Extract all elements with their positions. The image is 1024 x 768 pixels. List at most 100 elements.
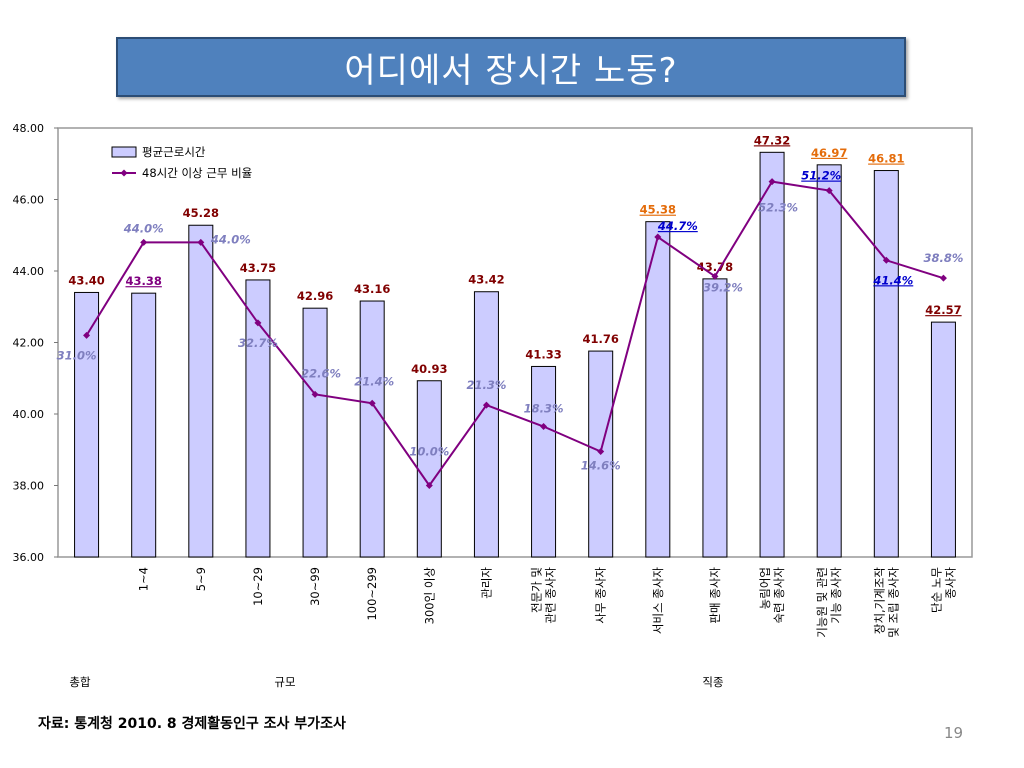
x-category-label: 1~4 [137,567,151,591]
y-tick-label: 40.00 [13,408,45,421]
x-category-label: 사무 종사자 [594,567,608,624]
line-marker [425,482,433,489]
bar-value-label: 42.57 [925,303,961,317]
y-tick-label: 36.00 [13,551,45,564]
y-tick-label: 48.00 [13,122,45,135]
bar [702,278,728,558]
x-category-label: 서비스 종사자 [651,567,665,635]
x-group-label: 총합 [69,675,91,689]
x-group-label: 직종 [702,675,723,689]
x-category-label-line: 판매 종사자 [708,567,722,624]
line-value-label: 32.7% [238,336,278,350]
x-category-label-line: 300인 이상 [422,567,436,625]
x-category-label-line: 단순 노무 [929,567,943,613]
x-category-label: 판매 종사자 [708,567,722,624]
bar-value-label: 43.40 [68,273,104,287]
x-category-label: 300인 이상 [422,567,436,625]
bar-value-label: 42.96 [297,289,333,303]
bar [816,164,842,558]
x-category-label-line: 서비스 종사자 [651,567,665,635]
x-category-label: 장치,기계조작 및 조립 종사자 [872,567,900,638]
line-value-label: 14.6% [581,459,621,473]
line-marker [368,399,376,407]
line-marker [197,238,205,246]
line-value-label: 10.0% [409,445,449,459]
line-marker [597,448,605,456]
x-category-label-line: 기능원 및 관련 [815,567,829,638]
bar-value-label: 40.93 [411,362,447,376]
y-tick-label: 46.00 [13,194,45,207]
bar [645,221,671,558]
bar-value-label: 41.33 [525,347,561,361]
x-category-label: 농림어업 숙련 종사자 [758,567,786,624]
legend-bar-label: 평균근로시간 [142,145,206,159]
x-category-label: 전문가 및 관련 종사자 [530,567,558,624]
x-group-label: 규모 [274,675,295,689]
x-category-label-line: 종사자 [943,567,957,599]
slide-title-box: 어디에서 장시간 노동? [116,37,906,97]
x-category-label-line: 장치,기계조작 [872,567,886,635]
line-value-label: 38.8% [923,251,963,265]
legend-line-marker [120,169,128,177]
bar-value-label: 43.16 [354,282,390,296]
x-category-label: 단순 노무 종사자 [929,567,957,613]
line-value-label: 21.3% [466,378,506,392]
bar-value-label: 46.81 [868,152,904,166]
x-category-label-line: 기능 종사자 [829,567,843,624]
bar-value-label: 43.38 [125,274,161,288]
line-marker [939,274,947,282]
bar-value-label: 45.38 [640,203,676,217]
x-category-label: 30~99 [308,567,322,606]
bar [930,321,956,558]
line-marker [254,319,262,327]
line-value-label: 21.4% [354,374,394,388]
y-tick-label: 38.00 [13,480,45,493]
bar-value-label: 41.76 [582,332,618,346]
x-category-label-line: 숙련 종사자 [772,567,786,624]
line-value-label: 31.0% [57,348,97,362]
bar [131,292,157,558]
line-value-label: 22.6% [301,366,341,380]
line-value-label: 52.3% [758,201,798,215]
x-category-label-line: 10~29 [251,567,265,606]
x-category-label-line: 5~9 [194,567,208,591]
x-category-label-line: 100~299 [365,567,379,621]
x-category-label-line: 30~99 [308,567,322,606]
line-marker [825,187,833,195]
line-value-label: 18.3% [524,402,564,416]
x-category-label: 5~9 [194,567,208,591]
bar [531,365,557,558]
x-category-label-line: 관련 종사자 [544,567,558,624]
legend-bar-swatch [111,146,137,158]
line-value-label: 44.0% [123,221,164,235]
bar-value-label: 45.28 [183,206,219,220]
line-series [85,180,944,488]
line-value-label: 39.2% [703,280,743,294]
y-tick-label: 42.00 [13,337,45,350]
line-value-label: 51.2% [801,169,841,183]
line-marker [311,390,319,398]
x-category-label: 10~29 [251,567,265,606]
source-note: 자료: 통계청 2010. 8 경제활동인구 조사 부가조사 [38,716,346,732]
line-marker [768,178,776,186]
line-marker [540,423,548,431]
bar [302,307,328,558]
line-marker [711,272,719,280]
x-category-label: 기능원 및 관련 기능 종사자 [815,567,843,638]
bar [416,380,442,558]
y-tick-label: 44.00 [13,265,45,278]
bar-value-label: 47.32 [754,133,790,147]
bar-value-label: 43.75 [240,261,276,275]
bar [188,224,214,558]
line-marker [140,238,148,246]
bar [759,151,785,558]
bar [359,300,385,558]
x-category-label-line: 및 조립 종사자 [886,567,900,638]
x-category-label-line: 전문가 및 [530,567,544,613]
line-value-label: 44.0% [210,232,251,246]
bar-value-label: 46.97 [811,146,847,160]
legend-line-label: 48시간 이상 근무 비율 [142,166,252,180]
bar [473,291,499,558]
page-number: 19 [944,724,964,742]
